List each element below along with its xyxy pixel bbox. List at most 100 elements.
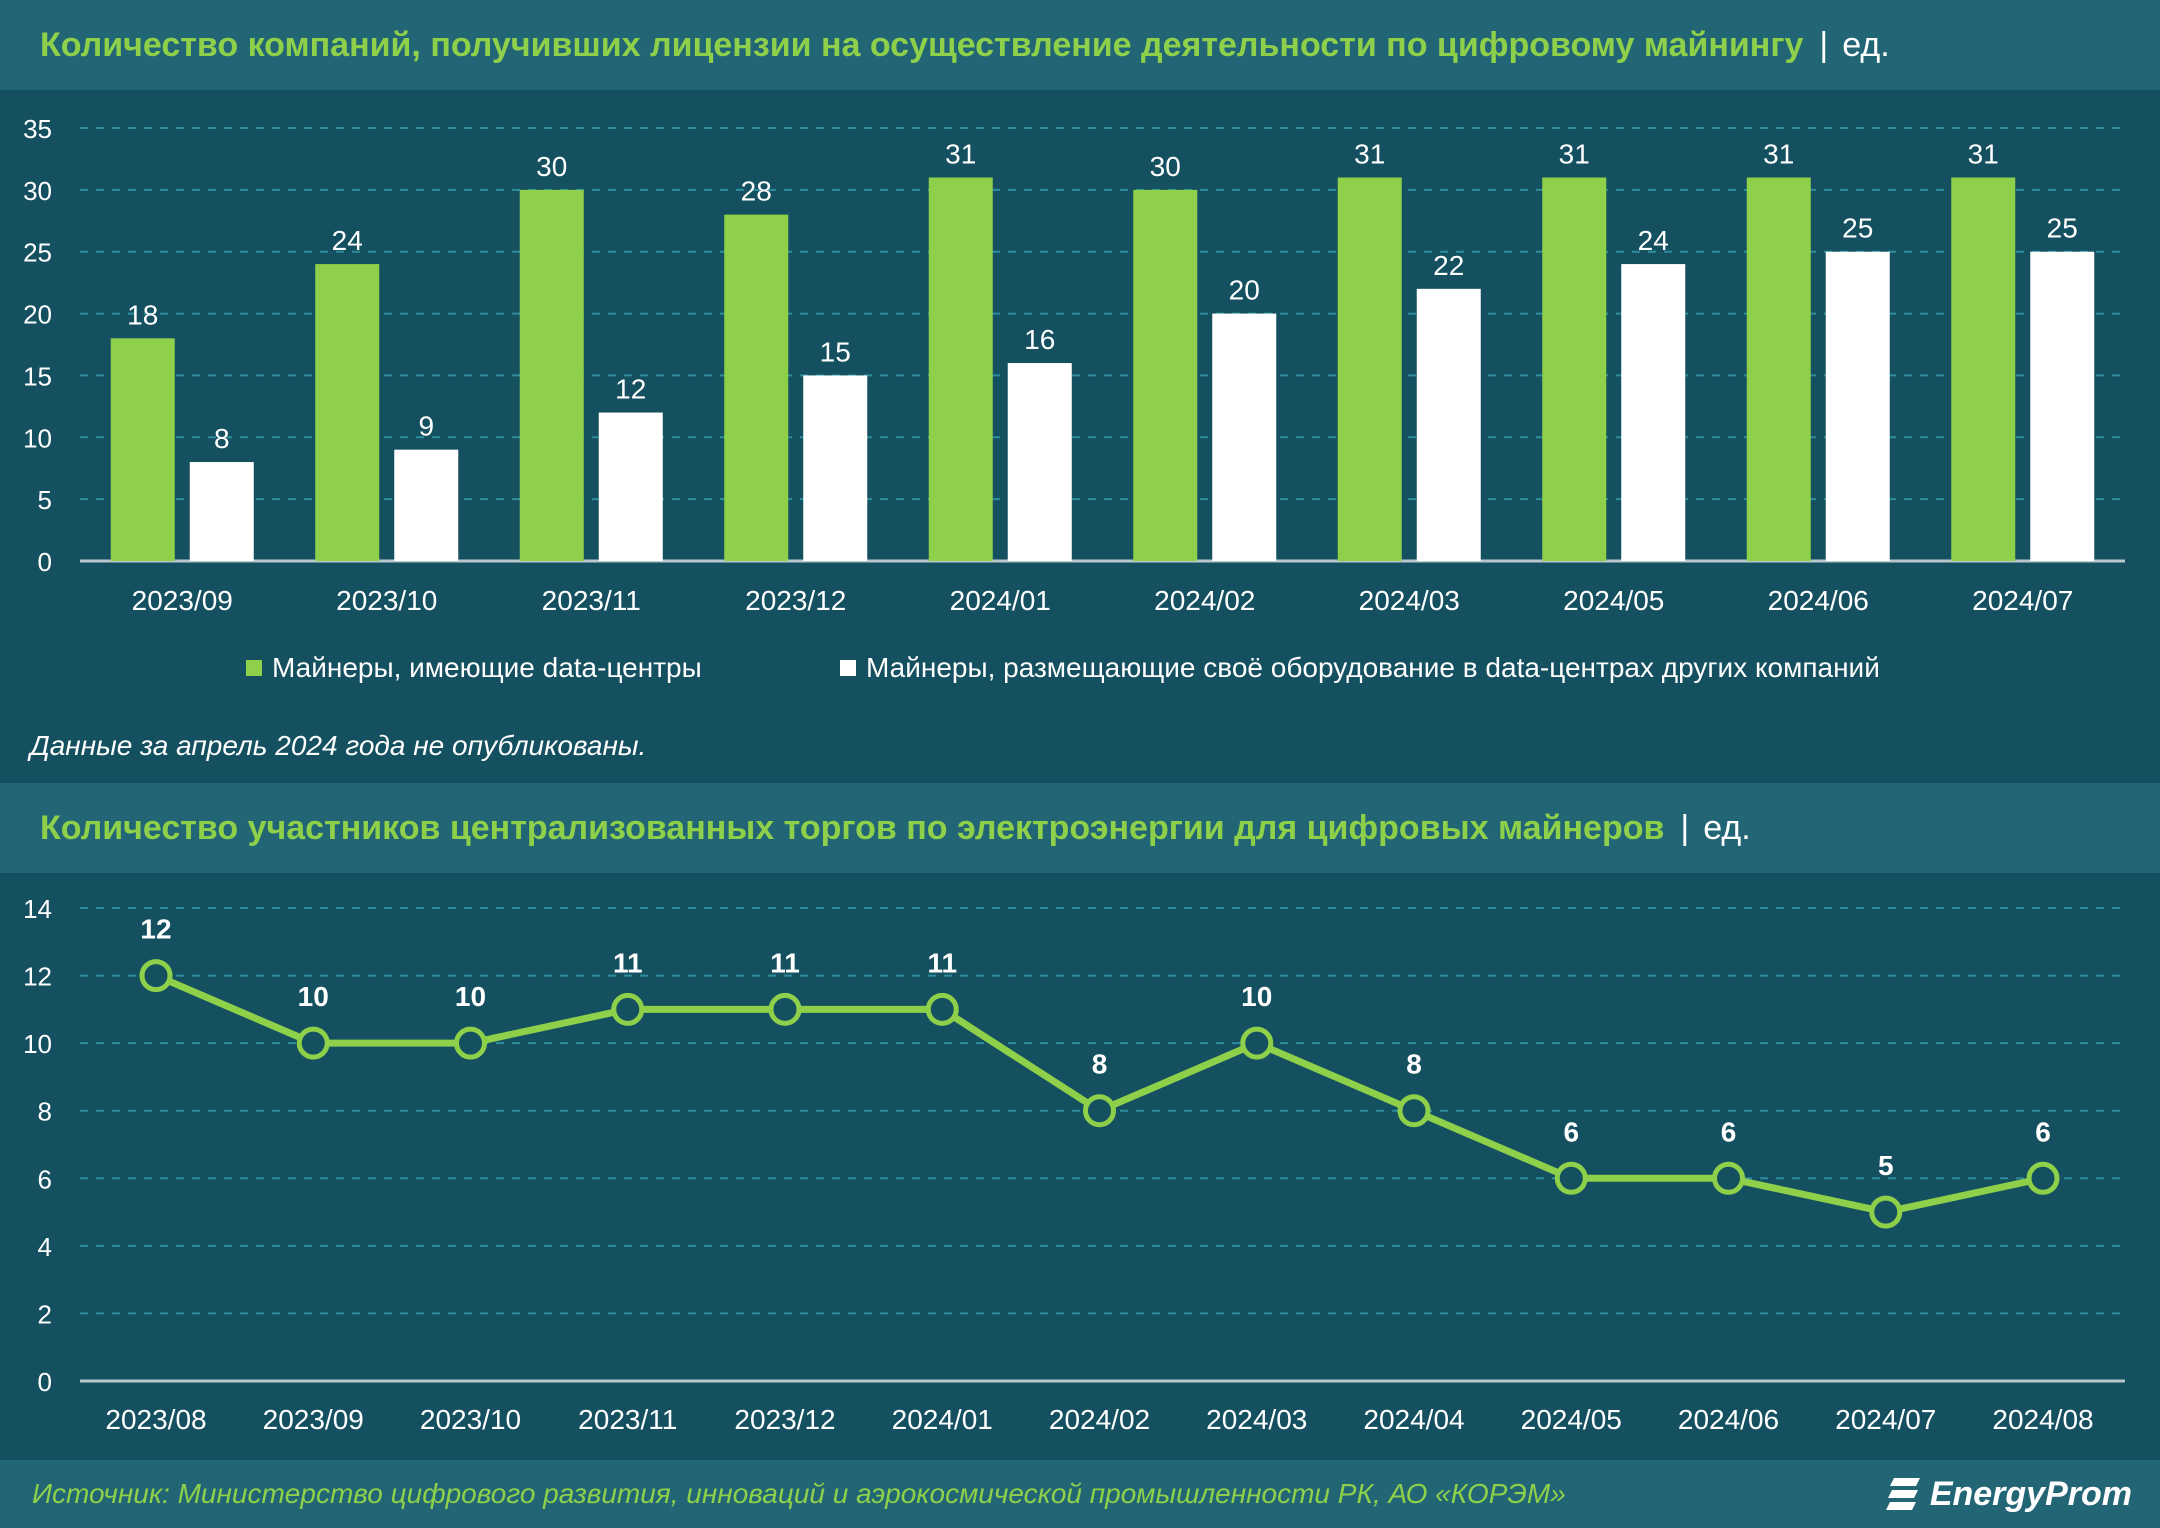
- data-point: [2026, 1161, 2060, 1195]
- data-label: 8: [1092, 1049, 1108, 1080]
- chart2-title: Количество участников централизованных т…: [40, 808, 1665, 847]
- legend-item-own-data-centers: Майнеры, имеющие data-центры: [246, 652, 702, 684]
- data-label: 6: [2035, 1116, 2051, 1147]
- logo-text: EnergyProm: [1929, 1474, 2132, 1513]
- x-tick-label: 2024/05: [1563, 585, 1664, 616]
- chart2-title-row: Количество участников централизованных т…: [40, 783, 1751, 873]
- y-tick-label: 35: [23, 114, 52, 144]
- data-point: [454, 1026, 487, 1060]
- x-tick-label: 2023/11: [542, 585, 641, 616]
- y-tick-label: 0: [38, 1367, 52, 1397]
- y-tick-label: 2: [38, 1299, 52, 1329]
- data-point: [296, 1026, 330, 1060]
- series-line: [154, 972, 2044, 1216]
- footer: Источник: Министерство цифрового развити…: [0, 1460, 2160, 1528]
- bar-hosted: [1007, 363, 1072, 561]
- bar-hosted: [1416, 288, 1481, 561]
- data-label: 31: [1968, 138, 1999, 169]
- y-tick-label: 25: [23, 238, 52, 268]
- bar-own-data-centers: [110, 338, 175, 561]
- x-tick-label: 2024/02: [1154, 585, 1255, 616]
- bar-hosted: [189, 462, 254, 561]
- x-tick-label: 2024/03: [1206, 1404, 1307, 1435]
- y-tick-label: 10: [23, 1029, 52, 1059]
- data-point: [1397, 1094, 1431, 1128]
- x-tick-label: 2023/09: [132, 585, 233, 616]
- data-label: 31: [1763, 138, 1794, 169]
- data-label: 6: [1563, 1116, 1579, 1147]
- chart2-header: Количество участников централизованных т…: [0, 783, 2160, 873]
- data-label: 12: [615, 374, 646, 405]
- x-tick-label: 2023/11: [578, 1404, 677, 1435]
- data-point: [1869, 1195, 1903, 1229]
- x-tick-label: 2023/08: [105, 1404, 206, 1435]
- y-tick-label: 5: [38, 485, 52, 515]
- legend-swatch-green: [246, 660, 262, 676]
- bar-own-data-centers: [1542, 177, 1607, 561]
- line-chart: 0 2 4 6 8 10 12 14 12 10 10 11 11 11 8 10 8 6 6 5 6 2023/08 20…: [23, 894, 2125, 1435]
- energyprom-logo-icon: [1885, 1478, 1920, 1510]
- y-tick-label: 4: [38, 1232, 52, 1262]
- data-label: 24: [1638, 225, 1669, 256]
- bar-own-data-centers: [1337, 177, 1402, 561]
- title-separator: |: [1819, 25, 1829, 64]
- data-label: 30: [1150, 151, 1181, 182]
- x-tick-label: 2024/06: [1678, 1404, 1779, 1435]
- y-tick-label: 10: [23, 423, 52, 453]
- chart1-unit: ед.: [1842, 25, 1890, 64]
- bar-hosted: [1621, 264, 1686, 561]
- data-label: 9: [418, 411, 434, 442]
- data-label: 20: [1229, 275, 1260, 306]
- data-label: 28: [741, 176, 772, 207]
- x-tick-label: 2023/09: [263, 1404, 364, 1435]
- x-tick-label: 2024/01: [892, 1404, 993, 1435]
- data-label: 11: [613, 947, 643, 978]
- legend-item-hosted: Майнеры, размещающие своё оборудование в…: [840, 652, 1880, 684]
- bar-hosted: [2030, 251, 2095, 561]
- x-tick-label: 2024/05: [1521, 1404, 1622, 1435]
- data-label: 31: [1354, 138, 1385, 169]
- data-label: 12: [140, 914, 171, 945]
- data-label: 10: [1241, 981, 1272, 1012]
- y-tick-label: 30: [23, 176, 52, 206]
- x-tick-label: 2024/01: [950, 585, 1051, 616]
- data-point: [768, 992, 802, 1026]
- y-tick-label: 14: [23, 894, 52, 924]
- data-label: 11: [927, 947, 957, 978]
- chart1-title: Количество компаний, получивших лицензии…: [40, 25, 1804, 64]
- legend-swatch-white: [840, 660, 856, 676]
- data-point: [611, 992, 645, 1026]
- data-label: 25: [2047, 213, 2078, 244]
- y-tick-label: 8: [38, 1097, 52, 1127]
- data-label: 6: [1721, 1116, 1737, 1147]
- chart1-header: Количество компаний, получивших лицензии…: [0, 0, 2160, 90]
- data-label: 15: [820, 336, 851, 367]
- data-label: 31: [1559, 138, 1590, 169]
- data-label: 10: [298, 981, 329, 1012]
- data-label: 8: [214, 423, 230, 454]
- x-tick-label: 2023/10: [336, 585, 437, 616]
- x-tick-label: 2024/08: [1992, 1404, 2093, 1435]
- bar-hosted: [803, 375, 868, 561]
- bar-own-data-centers: [724, 214, 789, 561]
- data-label: 16: [1024, 324, 1055, 355]
- data-label: 30: [536, 151, 567, 182]
- bar-hosted: [598, 412, 663, 561]
- bar-hosted: [1212, 313, 1277, 561]
- chart1-title-row: Количество компаний, получивших лицензии…: [40, 0, 1890, 90]
- data-label: 18: [127, 299, 158, 330]
- chart2-unit: ед.: [1703, 808, 1751, 847]
- x-tick-label: 2024/02: [1049, 1404, 1150, 1435]
- x-tick-label: 2023/10: [420, 1404, 521, 1435]
- legend-label-own-data-centers: Майнеры, имеющие data-центры: [272, 652, 702, 683]
- data-point: [1554, 1161, 1588, 1195]
- x-tick-label: 2024/07: [1835, 1404, 1936, 1435]
- legend-label-hosted: Майнеры, размещающие своё оборудование в…: [866, 652, 1880, 683]
- bar-own-data-centers: [1746, 177, 1811, 561]
- x-tick-label: 2024/04: [1363, 1404, 1464, 1435]
- data-label: 10: [455, 981, 486, 1012]
- bar-hosted: [1825, 251, 1890, 561]
- bar-own-data-centers: [315, 264, 380, 561]
- data-point: [1712, 1161, 1745, 1195]
- y-tick-label: 20: [23, 300, 52, 330]
